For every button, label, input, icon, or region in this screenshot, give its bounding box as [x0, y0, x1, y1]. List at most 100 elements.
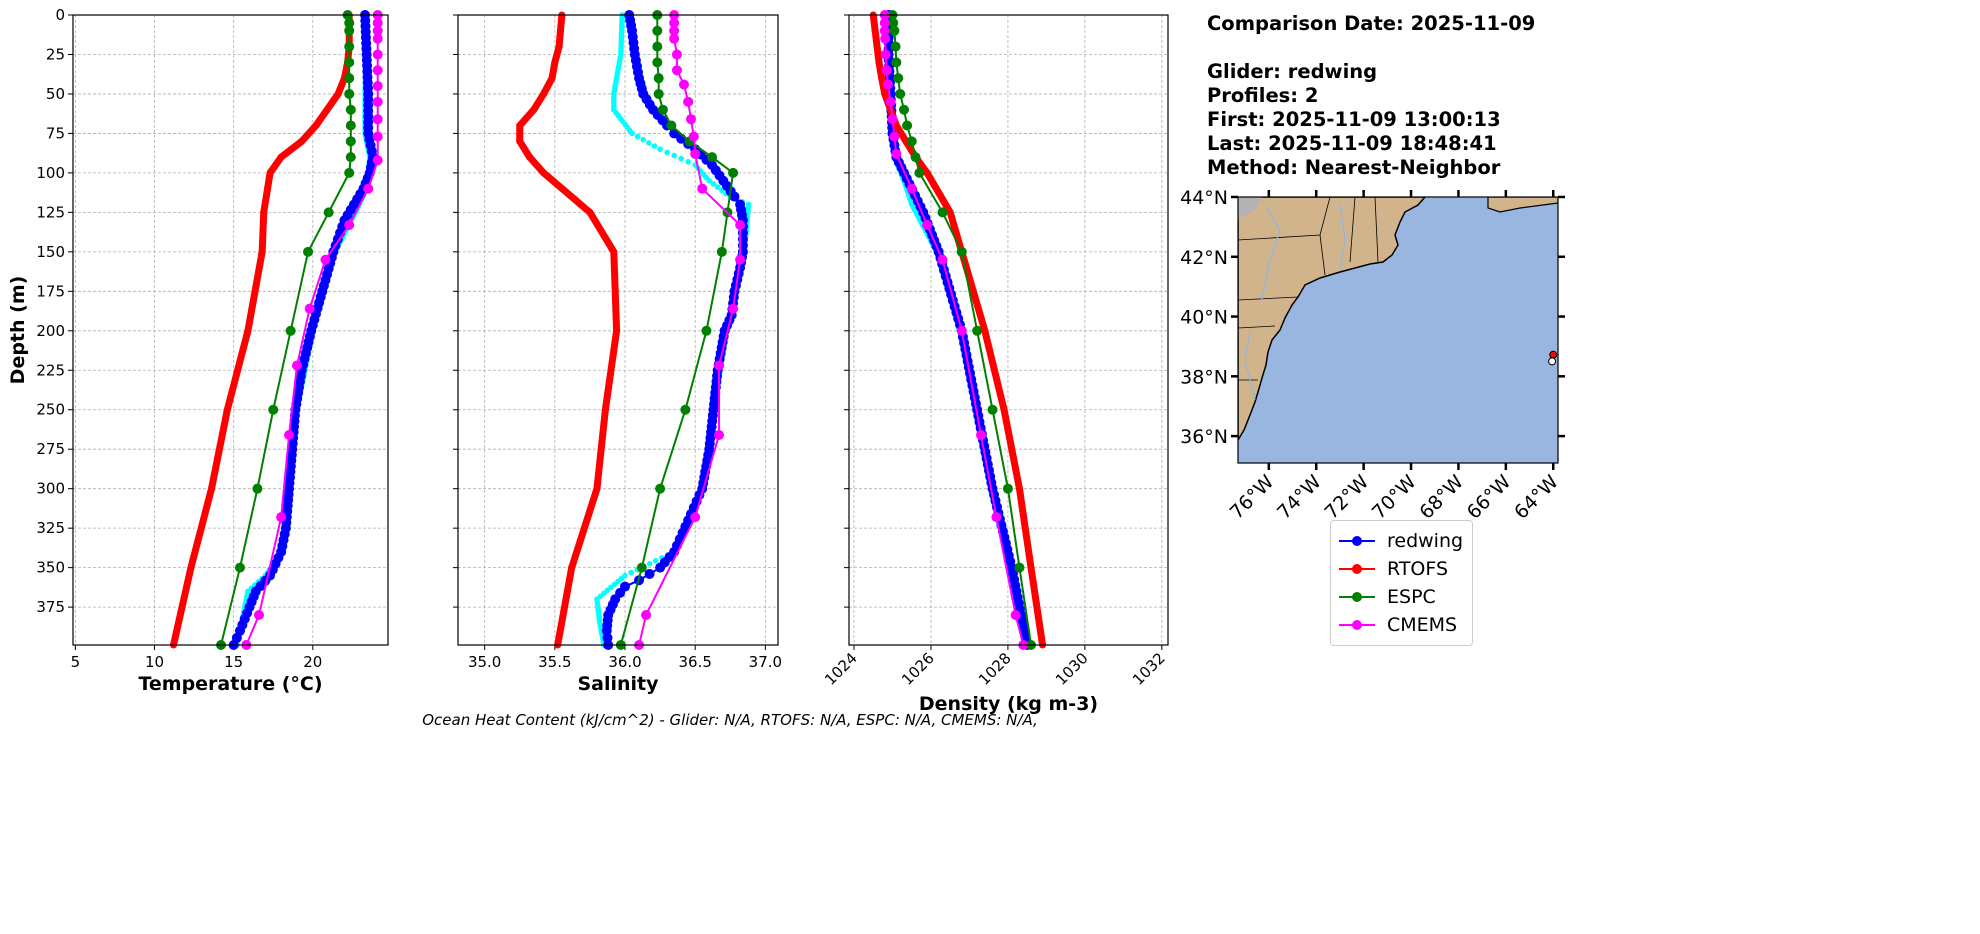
series-line: [170, 15, 353, 646]
data-point: [516, 122, 524, 130]
panel-1: 5 10 15 20025507510012515017520022525027530…: [7, 6, 389, 695]
series-redwing: [883, 10, 1033, 650]
data-point: [906, 183, 917, 194]
data-point: [653, 73, 664, 84]
x-tick-label: 1032: [1129, 649, 1169, 689]
x-tick-label: 5: [71, 653, 81, 671]
data-point: [887, 114, 898, 125]
data-point: [922, 220, 933, 230]
x-tick-label: 37.0: [749, 653, 782, 671]
data-point: [651, 143, 658, 149]
data-point: [685, 159, 691, 165]
data-point: [344, 17, 355, 28]
lon-tick-label: 74°W: [1273, 471, 1326, 524]
data-point: [593, 485, 601, 493]
legend: redwing RTOFS ESPC CMEMS: [1330, 520, 1473, 646]
data-point: [714, 184, 721, 190]
data-point: [252, 483, 263, 494]
legend-item-rtofs: RTOFS: [1339, 555, 1464, 583]
data-point: [223, 406, 231, 414]
series-cmems: [879, 10, 1029, 650]
data-point: [344, 73, 355, 84]
data-point: [372, 81, 383, 92]
data-point: [910, 152, 921, 163]
data-point: [187, 564, 195, 572]
map-canada: [1238, 197, 1262, 220]
data-point: [586, 208, 594, 216]
data-point: [923, 169, 931, 177]
data-point: [657, 146, 663, 153]
data-point: [671, 49, 682, 60]
series-espc: [615, 10, 739, 650]
legend-label: CMEMS: [1387, 614, 1458, 636]
y-tick-label: 200: [36, 322, 65, 340]
y-tick-label: 25: [46, 45, 65, 63]
data-point: [729, 191, 740, 202]
data-point: [701, 325, 712, 336]
series-rtofs: [170, 11, 353, 649]
data-point: [540, 169, 548, 177]
lon-tick-label: 66°W: [1463, 471, 1516, 524]
data-point: [323, 106, 331, 114]
data-point: [885, 96, 896, 107]
series-cmems: [241, 10, 383, 650]
data-point: [1002, 483, 1013, 494]
method: Method: Nearest-Neighbor: [1207, 156, 1501, 179]
data-point: [334, 90, 342, 98]
data-point: [312, 122, 320, 130]
map-land: [1238, 197, 1426, 442]
y-tick-label: 300: [36, 480, 65, 498]
axes-frame: [457, 14, 779, 646]
data-point: [640, 136, 647, 143]
data-point: [937, 254, 948, 265]
data-point: [548, 74, 556, 82]
data-point: [875, 58, 883, 66]
data-point: [987, 404, 998, 415]
data-point: [526, 153, 534, 161]
lat-tick-label: 38°N: [1180, 366, 1228, 388]
lon-tick-label: 64°W: [1510, 471, 1563, 524]
data-point: [678, 79, 689, 90]
panel-3: 1024 1026 1028 1030 1032 Density (kg m-3): [821, 10, 1169, 715]
data-point: [277, 153, 285, 161]
y-tick-label: 250: [36, 401, 65, 419]
data-point: [636, 562, 647, 573]
x-tick-label: 1026: [898, 649, 938, 689]
data-point: [655, 562, 666, 573]
y-tick-label: 225: [36, 361, 65, 379]
y-tick-label: 325: [36, 519, 65, 537]
data-point: [873, 43, 881, 51]
data-point: [234, 562, 245, 573]
axes-frame: [72, 14, 389, 646]
data-point: [372, 49, 383, 60]
data-point: [666, 120, 677, 131]
data-point: [1014, 562, 1025, 573]
panel-2: 35.0 35.5 36.0 36.5 37.0 Salinity: [453, 10, 782, 695]
data-point: [714, 430, 725, 440]
data-point: [669, 25, 680, 36]
legend-label: RTOFS: [1387, 558, 1449, 580]
data-point: [641, 610, 652, 620]
legend-label: ESPC: [1387, 586, 1436, 608]
data-point: [344, 57, 355, 68]
data-point: [879, 25, 890, 36]
data-point: [610, 248, 618, 256]
data-point: [893, 73, 904, 84]
data-point: [891, 57, 902, 68]
data-point: [644, 568, 655, 579]
lon-tick-label: 70°W: [1368, 471, 1421, 524]
data-point: [690, 148, 701, 159]
data-point: [669, 33, 680, 44]
data-point: [540, 90, 548, 98]
data-point: [646, 140, 652, 146]
data-point: [890, 41, 901, 52]
data-point: [652, 557, 659, 564]
data-point: [556, 27, 564, 35]
data-point: [284, 430, 295, 440]
y-tick-label: 275: [36, 440, 65, 458]
lat-tick-label: 36°N: [1180, 426, 1228, 448]
data-point: [690, 512, 701, 523]
y-tick-label: 350: [36, 559, 65, 577]
data-point: [291, 360, 302, 371]
